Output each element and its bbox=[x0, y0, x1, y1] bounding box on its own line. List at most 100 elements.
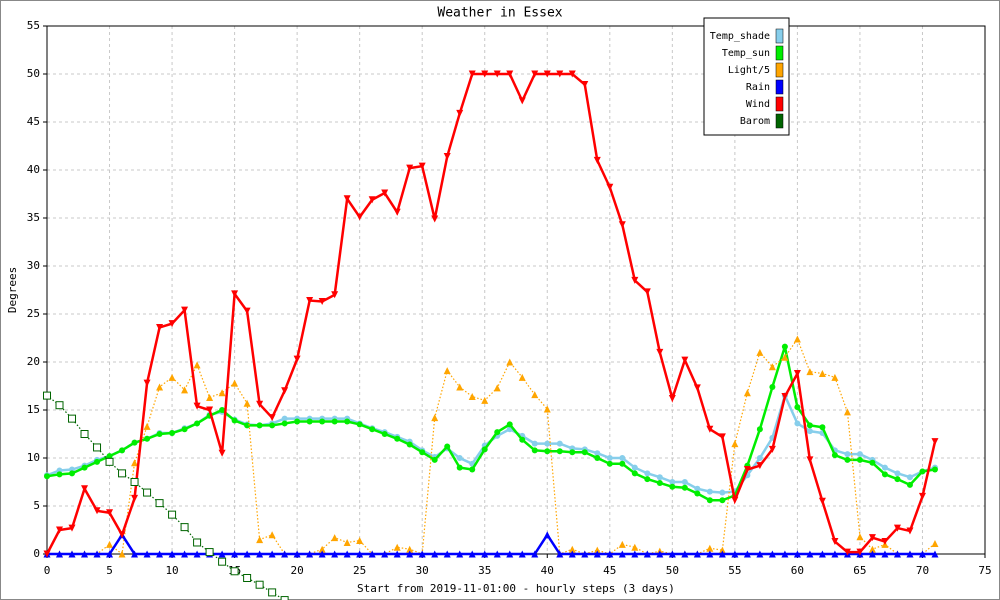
point bbox=[581, 449, 588, 456]
x-tick-label: 10 bbox=[165, 564, 178, 577]
point bbox=[106, 453, 113, 460]
point bbox=[693, 550, 701, 558]
point bbox=[531, 391, 539, 399]
y-tick-label: 10 bbox=[27, 451, 40, 464]
point bbox=[869, 459, 876, 466]
point bbox=[706, 497, 713, 504]
point bbox=[544, 440, 551, 447]
point bbox=[205, 548, 214, 557]
point bbox=[793, 335, 801, 343]
y-tick-label: 50 bbox=[27, 67, 40, 80]
point bbox=[106, 509, 114, 517]
point bbox=[118, 531, 126, 539]
point bbox=[656, 479, 663, 486]
point bbox=[356, 421, 363, 428]
point bbox=[431, 456, 438, 463]
point bbox=[168, 510, 177, 519]
point bbox=[218, 557, 227, 566]
point bbox=[893, 550, 901, 558]
point bbox=[68, 524, 76, 532]
point bbox=[619, 460, 626, 467]
point bbox=[468, 70, 476, 78]
point bbox=[243, 307, 251, 315]
point bbox=[594, 450, 601, 457]
point bbox=[381, 189, 389, 197]
point bbox=[706, 544, 714, 552]
point bbox=[393, 550, 401, 558]
point bbox=[131, 459, 139, 467]
point bbox=[794, 404, 801, 411]
point bbox=[55, 401, 64, 410]
point bbox=[506, 421, 513, 428]
legend-swatch bbox=[775, 28, 784, 44]
point bbox=[243, 550, 251, 558]
point bbox=[643, 550, 651, 558]
point bbox=[606, 550, 614, 558]
point bbox=[556, 70, 564, 78]
point bbox=[443, 550, 451, 558]
point bbox=[194, 420, 201, 427]
point bbox=[105, 457, 114, 466]
point bbox=[781, 550, 789, 558]
point bbox=[331, 534, 339, 542]
point bbox=[143, 422, 151, 430]
point bbox=[256, 400, 264, 408]
point bbox=[531, 440, 538, 447]
point bbox=[518, 97, 526, 105]
point bbox=[631, 464, 638, 471]
point bbox=[719, 497, 726, 504]
point bbox=[831, 550, 839, 558]
point bbox=[56, 550, 64, 558]
point bbox=[81, 485, 89, 493]
point bbox=[156, 383, 164, 391]
point bbox=[168, 550, 176, 558]
point bbox=[906, 481, 913, 488]
point bbox=[493, 550, 501, 558]
point bbox=[268, 550, 276, 558]
point bbox=[381, 431, 388, 437]
point bbox=[343, 195, 351, 203]
point bbox=[281, 387, 289, 395]
point bbox=[143, 488, 152, 497]
point bbox=[168, 373, 176, 381]
point bbox=[481, 550, 489, 558]
x-tick-label: 65 bbox=[853, 564, 866, 577]
point bbox=[319, 418, 326, 425]
point bbox=[756, 348, 764, 356]
point bbox=[168, 320, 176, 328]
point bbox=[556, 448, 563, 455]
point bbox=[144, 435, 151, 442]
point bbox=[756, 550, 764, 558]
point bbox=[656, 550, 664, 558]
point bbox=[331, 550, 339, 558]
point bbox=[544, 448, 551, 455]
point bbox=[318, 545, 326, 553]
legend-label: Wind bbox=[746, 99, 770, 110]
point bbox=[356, 550, 364, 558]
point bbox=[130, 478, 139, 486]
point bbox=[568, 70, 576, 78]
point bbox=[631, 550, 639, 558]
point bbox=[356, 213, 364, 221]
point bbox=[155, 499, 164, 508]
point bbox=[668, 394, 676, 402]
point bbox=[568, 545, 576, 553]
point bbox=[231, 550, 239, 558]
point bbox=[531, 447, 538, 454]
point bbox=[681, 484, 688, 491]
point bbox=[768, 550, 776, 558]
point bbox=[768, 445, 776, 453]
point bbox=[219, 407, 226, 413]
point bbox=[406, 164, 414, 172]
series-line bbox=[45, 72, 937, 555]
point bbox=[244, 422, 251, 429]
point bbox=[656, 474, 663, 481]
x-tick-label: 45 bbox=[603, 564, 616, 577]
point bbox=[681, 356, 689, 364]
point bbox=[356, 537, 364, 545]
point bbox=[568, 550, 576, 558]
point bbox=[718, 550, 726, 558]
point bbox=[718, 546, 726, 554]
point bbox=[131, 439, 138, 446]
y-tick-label: 55 bbox=[27, 19, 40, 32]
